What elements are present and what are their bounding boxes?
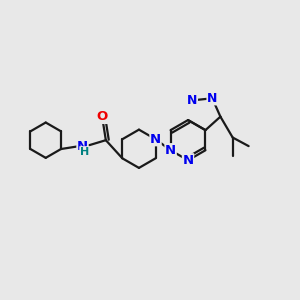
Text: O: O [97,110,108,123]
Text: H: H [80,147,89,157]
Text: N: N [182,154,194,167]
Text: N: N [187,94,197,107]
Text: N: N [77,140,88,153]
Text: N: N [207,92,217,105]
Text: N: N [150,133,161,146]
Text: N: N [165,144,176,157]
